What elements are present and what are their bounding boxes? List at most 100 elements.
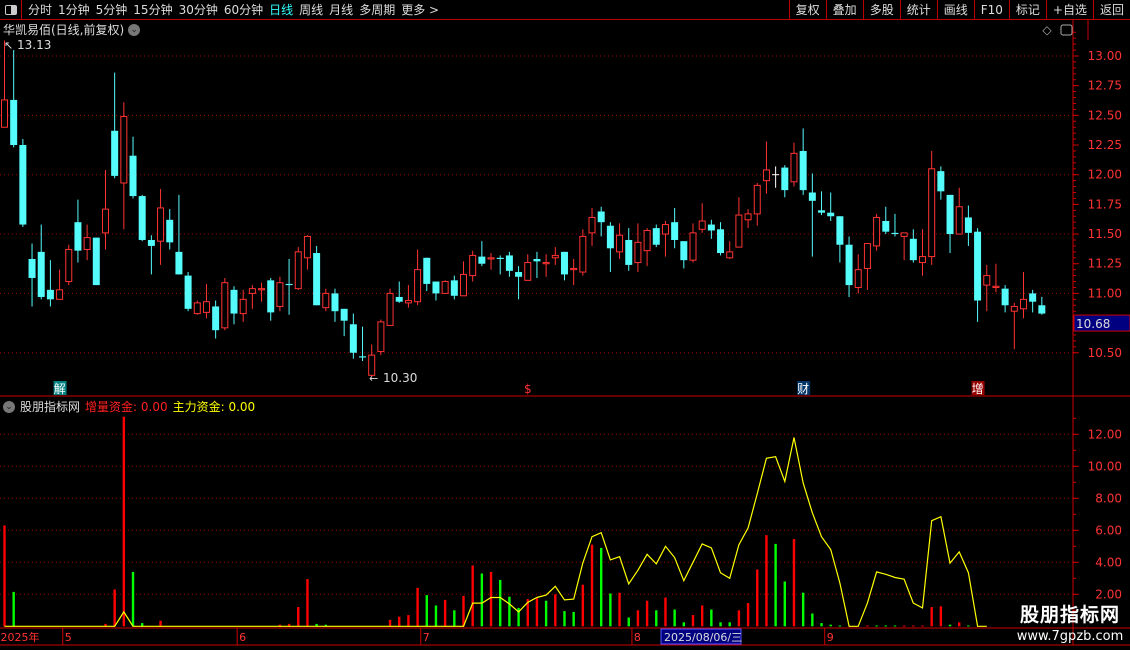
event-marker[interactable]: 解 [54,382,66,396]
period-tab[interactable]: 多周期 [359,3,396,17]
period-tab[interactable]: 5分钟 [95,3,128,17]
candle-body [1001,288,1009,306]
candle [698,203,706,233]
candle [891,213,899,237]
period-tab[interactable]: 更多 > [401,3,440,17]
candle [827,192,835,221]
candle-body [726,251,734,259]
candle-body [101,208,109,234]
main-fund-label: 主力资金: 0.00 [172,400,256,414]
period-tab[interactable]: 1分钟 [58,3,90,17]
candle-body [661,224,669,235]
candle-body [404,300,412,304]
candle-body [735,214,743,248]
candle [762,141,770,194]
candle [395,281,403,303]
candle-body [560,251,568,275]
period-tab[interactable]: 60分钟 [223,3,264,17]
candle-body [74,222,82,251]
indicator-bar [526,599,529,627]
period-tab[interactable]: 分时 [28,3,53,17]
indicator-bar [600,547,603,627]
period-tab[interactable]: 周线 [299,3,324,17]
indicator-bar [398,616,401,627]
sidebar-toggle-button[interactable] [0,0,22,20]
indicator-bar [517,607,520,627]
candle [1038,296,1046,315]
toolbar-button[interactable]: 返回 [1092,0,1130,20]
candle-body [202,301,210,313]
candle [946,194,954,254]
high-arrow-icon: ↖ [4,39,13,52]
candle-body [762,169,770,182]
candle [193,300,201,315]
indicator-bar [324,624,327,627]
candle [643,228,651,267]
candle [744,209,752,229]
low-arrow-icon: ← [369,372,378,385]
panel-icon[interactable] [1060,24,1073,36]
candle [570,258,578,286]
candle [836,216,844,263]
indicator-bar [425,595,428,627]
toolbar-button[interactable]: 多股 [862,0,900,20]
candle-body [239,298,247,315]
toolbar-button[interactable]: F10 [973,0,1009,20]
toolbar-button[interactable]: 叠加 [825,0,863,20]
candle [386,288,394,326]
candle-body [92,237,100,286]
toolbar-button[interactable]: 画线 [936,0,974,20]
candle [616,223,624,259]
candle-body [772,174,780,176]
candle-body [258,288,266,291]
toolbar-button[interactable]: 复权 [788,0,826,20]
indicator-bar [893,625,897,627]
candle [294,247,302,290]
indicator-tick-label: 10.00 [1088,459,1122,473]
candle [854,254,862,294]
toolbar-button[interactable]: 统计 [899,0,937,20]
period-tab[interactable]: 日线 [269,3,294,17]
candle-body [964,217,972,233]
indicator-bar [3,525,6,627]
toolbar-button[interactable]: 标记 [1008,0,1046,20]
event-marker[interactable]: 财 [797,382,809,396]
indicator-tick-label: 6.00 [1095,523,1122,537]
candle-body [1010,305,1018,312]
candle [441,280,449,294]
price-tick-label: 12.25 [1088,138,1122,152]
chart-title: 华凯易佰(日线,前复权) ⌄ [3,21,141,38]
candle-body [900,232,908,237]
candle-body [377,321,385,353]
event-marker[interactable]: $ [524,382,532,396]
price-tick-label: 11.75 [1088,197,1122,211]
candle-body [671,222,679,240]
chevron-down-icon[interactable]: ⌄ [3,400,15,413]
candle-body [1019,298,1027,310]
period-tab[interactable]: 月线 [329,3,354,17]
cursor-date-label: 2025/08/06/三 [664,631,742,644]
candle [579,229,587,276]
candle [1019,272,1027,319]
price-tick-label: 11.25 [1088,257,1122,271]
chevron-down-icon[interactable]: ⌄ [128,23,141,36]
candle [258,282,266,302]
candle [781,165,789,198]
candle [175,194,183,275]
candle [983,264,991,312]
candle [120,102,128,230]
toolbar-button[interactable]: +自选 [1045,0,1093,20]
event-marker[interactable]: 增 [972,382,984,396]
period-tab[interactable]: 30分钟 [178,3,218,17]
indicator-bar [958,622,961,627]
candle-body [478,256,486,264]
diamond-icon[interactable]: ◇ [1042,23,1052,37]
indicator-bar [636,610,640,627]
indicator-bar [875,625,878,627]
candle [551,247,559,265]
candle [735,197,743,248]
indicator-bar [609,593,612,627]
candle-body [542,262,550,265]
period-tab[interactable]: 15分钟 [133,3,173,17]
